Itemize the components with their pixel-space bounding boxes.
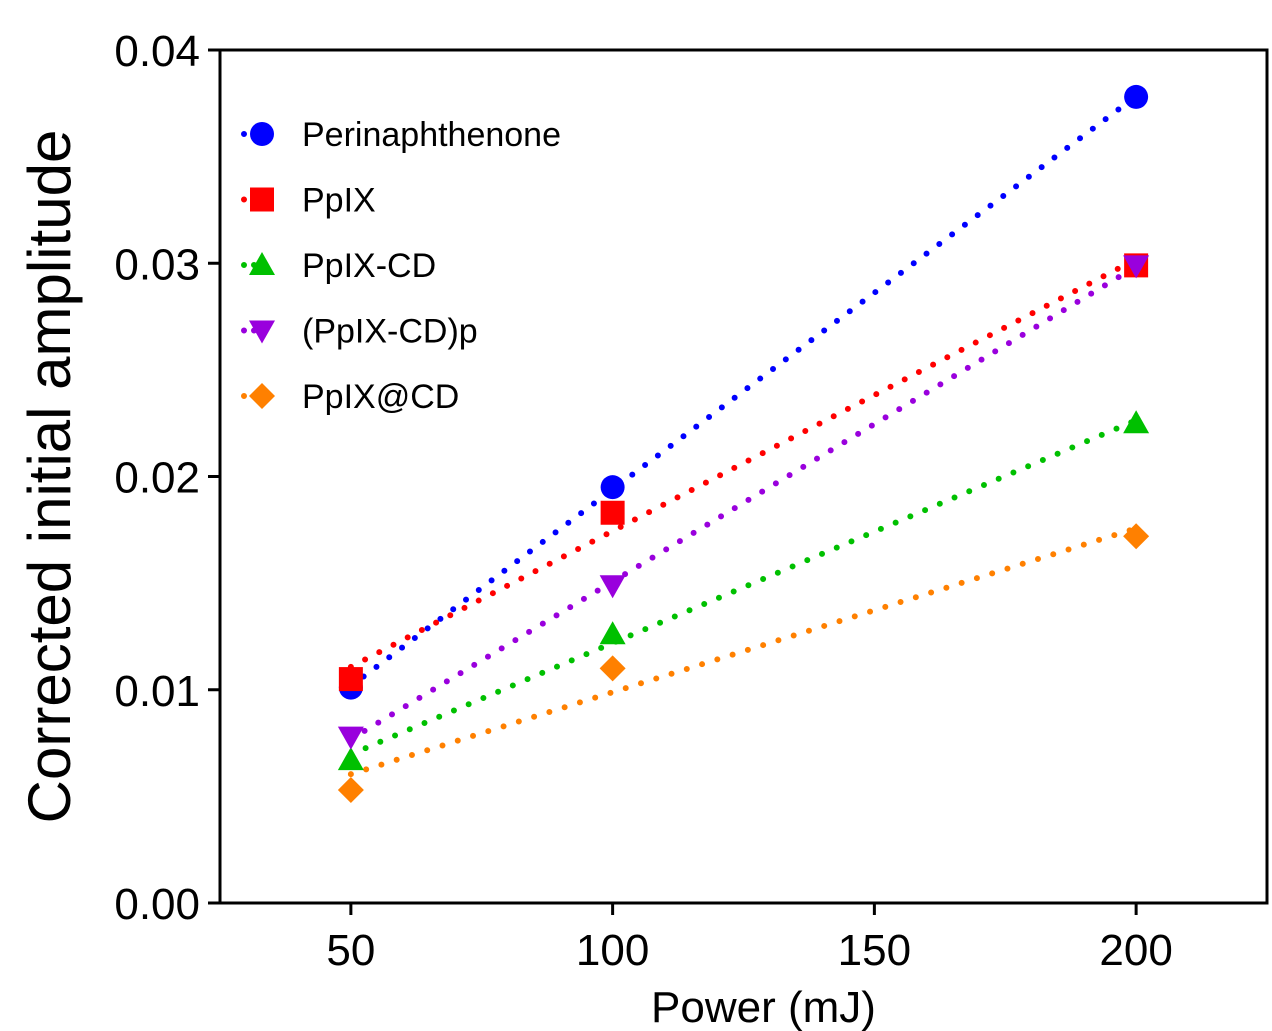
data-point [337,747,364,771]
trendline [347,256,1140,670]
legend-marker [250,187,274,212]
x-tick-label: 100 [576,926,649,975]
legend-marker [249,320,275,344]
data-point [1124,84,1149,109]
legend-marker [249,252,275,275]
y-tick-label: 0.00 [114,880,200,929]
trendline [347,417,1140,758]
data-point [1123,523,1150,550]
data-point [1123,255,1150,279]
data-point [338,667,363,692]
y-tick-label: 0.03 [114,240,200,289]
y-tick-label: 0.01 [114,667,200,716]
trendline [347,525,1140,778]
x-axis-title: Power (mJ) [651,983,876,1031]
legend: Perinaphthenone PpIX PpIX-CD (PpIX-CD)p PpIX… [241,116,561,416]
trendline [347,93,1140,690]
legend-label: PpIX-CD [302,247,436,285]
y-axis-title: Corrected initial amplitude [16,130,83,824]
x-tick-label: 200 [1099,926,1172,975]
data-point [337,776,364,803]
plot-frame [218,48,1269,905]
y-axis: 0.00 0.01 0.02 0.03 0.04 [114,27,220,929]
data-point [600,475,625,500]
trendlines [347,93,1140,778]
x-tick-label: 150 [838,926,911,975]
data-point [600,500,625,525]
data-point [337,726,364,750]
y-tick-label: 0.02 [114,454,200,503]
legend-label: PpIX@CD [302,378,459,416]
data-points [337,84,1150,803]
x-tick-label: 50 [326,926,375,975]
x-axis: 50 100 150 200 [326,903,1173,975]
data-point [1123,410,1150,434]
data-point [599,655,626,682]
data-point [599,575,626,599]
legend-label: (PpIX-CD)p [302,313,478,351]
data-point [599,621,626,645]
legend-marker [249,383,275,409]
legend-label: PpIX [302,182,376,220]
legend-label: Perinaphthenone [302,116,561,154]
legend-marker [250,122,274,146]
y-tick-label: 0.04 [114,27,200,76]
